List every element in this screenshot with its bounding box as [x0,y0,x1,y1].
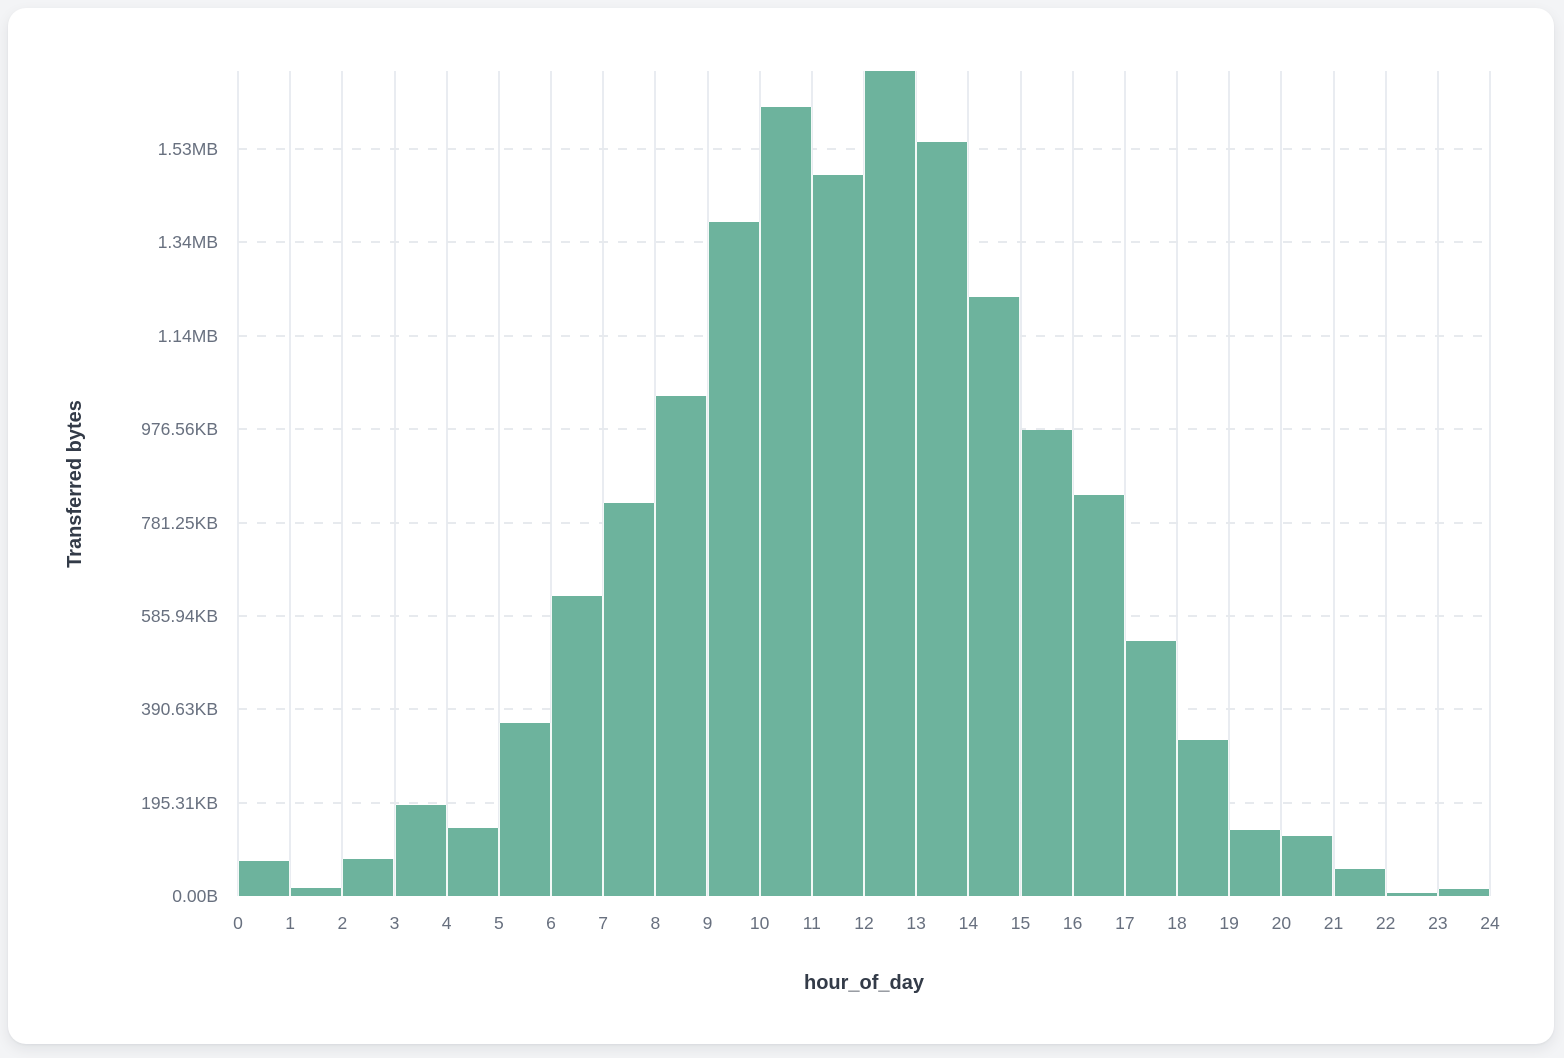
x-tick-label: 3 [389,913,400,933]
x-tick-label: 24 [1480,913,1500,933]
vertical-gridline [1332,71,1335,896]
x-tick-label: 8 [650,913,661,933]
x-tick-label: 2 [337,913,348,933]
x-axis-title: hour_of_day [803,972,925,994]
x-tick-label: 16 [1062,913,1083,933]
histogram-bar-hour-21[interactable] [1333,868,1386,896]
histogram-bar-hour-7[interactable] [603,503,656,896]
x-tick-label: 5 [493,913,504,933]
vertical-gridline [237,71,239,896]
y-tick-label: 1.53MB [157,138,218,159]
histogram-bar-hour-0[interactable] [238,860,291,896]
x-tick-label: 11 [802,913,821,933]
vertical-gridline [1123,71,1126,896]
histogram-bar-hour-14[interactable] [968,297,1021,896]
histogram-bar-hour-12[interactable] [864,71,917,896]
histogram-bar-hour-9[interactable] [707,221,760,896]
histogram-bar-hour-8[interactable] [655,395,708,896]
histogram-bar-hour-22[interactable] [1385,892,1438,896]
x-tick-label: 0 [233,913,243,933]
y-tick-label: 390.63KB [141,699,218,720]
vertical-gridline [341,71,344,896]
vertical-gridline [497,71,500,896]
histogram-bar-hour-4[interactable] [446,827,499,896]
histogram-bar-hour-18[interactable] [1177,739,1230,896]
histogram-bar-hour-20[interactable] [1281,835,1334,896]
x-tick-label: 17 [1115,913,1135,933]
histogram-bar-hour-3[interactable] [394,804,447,896]
histogram-bar-hour-2[interactable] [342,858,395,896]
y-tick-label: 976.56KB [141,419,218,440]
y-tick-label: 585.94KB [141,605,218,626]
vertical-gridline [1071,71,1074,896]
histogram-bar-hour-6[interactable] [551,595,604,896]
y-axis-tick-labels: 0.00B 195.31KB 390.63KB 585.94KB 781.25KB 976… [8,71,218,906]
vertical-gridline [550,71,552,896]
vertical-gridline [602,71,605,896]
x-tick-label: 6 [546,913,556,933]
x-tick-label: 18 [1167,913,1187,933]
vertical-gridline [1489,71,1491,896]
x-tick-label: 22 [1375,913,1396,933]
y-tick-label: 781.25KB [141,512,218,533]
x-tick-label: 15 [1010,913,1031,933]
histogram-bar-hour-10[interactable] [759,106,812,896]
vertical-gridline [1176,71,1178,896]
x-tick-label: 9 [702,913,713,933]
histogram-bar-hour-15[interactable] [1020,429,1073,896]
x-tick-label: 4 [441,913,452,933]
vertical-gridline [393,71,396,896]
y-tick-label: 1.34MB [157,232,218,253]
vertical-gridline [289,71,292,896]
histogram-bar-hour-11[interactable] [811,174,864,896]
histogram-bar-hour-5[interactable] [498,722,551,896]
histogram-bar-hour-17[interactable] [1124,640,1177,896]
x-tick-label: 7 [598,913,609,933]
x-tick-label: 20 [1271,913,1292,933]
x-axis-tick-labels: 0 1 2 3 4 5 6 7 8 9 10 11 12 13 14 15 16 17 18 19 20 21 22 23 24 [233,911,1500,937]
x-tick-label: 10 [749,913,770,933]
vertical-gridline [1436,71,1439,896]
vertical-gridline [1280,71,1283,896]
plot-area [237,71,1491,896]
vertical-gridline [1228,71,1231,896]
x-tick-label: 1 [285,913,296,933]
y-tick-label: 0.00B [172,886,218,906]
vertical-gridline [1384,71,1387,896]
histogram-bar-hour-23[interactable] [1437,889,1490,896]
histogram-bar-hour-1[interactable] [290,888,343,896]
histogram-bar-hour-13[interactable] [916,142,969,896]
x-tick-label: 12 [854,913,874,933]
y-tick-label: 195.31KB [141,792,218,813]
chart-card: Transferred bytes 0.00B 195.31KB 390.63KB 5… [8,8,1554,1044]
histogram-bar-hour-19[interactable] [1229,830,1282,896]
y-tick-label: 1.14MB [157,325,218,346]
histogram-bar-hour-16[interactable] [1072,495,1125,896]
x-tick-label: 19 [1219,913,1239,933]
x-tick-label: 13 [906,913,926,933]
vertical-gridline [445,71,448,896]
x-tick-label: 14 [958,913,979,933]
x-tick-label: 21 [1323,913,1344,933]
x-tick-label: 23 [1428,913,1448,933]
